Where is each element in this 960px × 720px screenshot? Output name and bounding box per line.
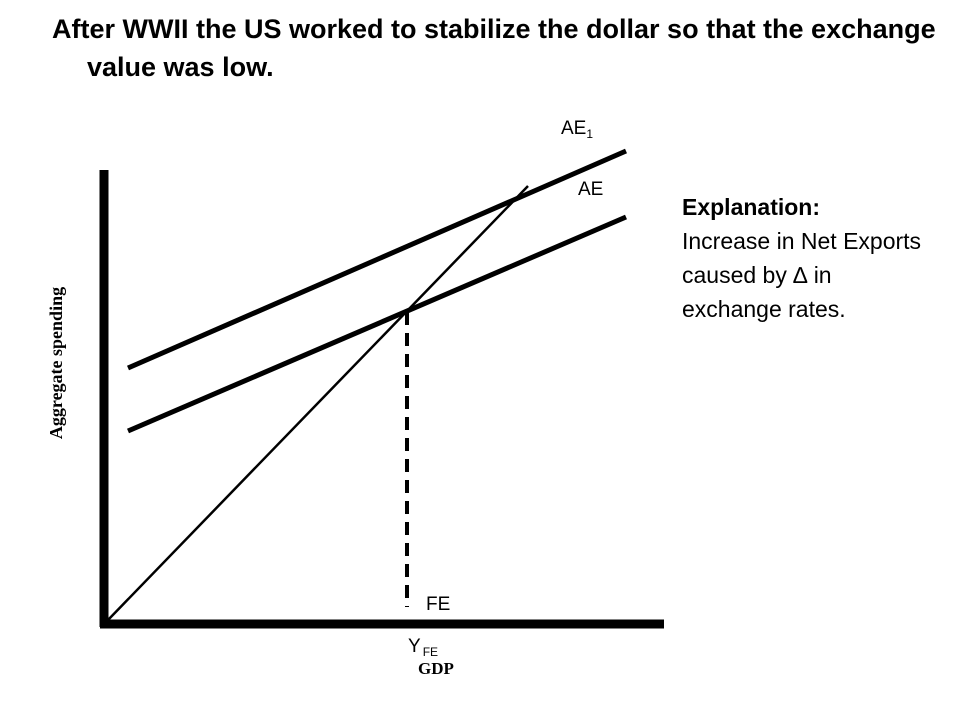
y-fe-label: Y FE <box>408 636 438 659</box>
forty-five-degree-line <box>107 185 529 621</box>
explanation-body: Increase in Net Exports caused by ∆ in e… <box>682 228 922 322</box>
y-axis-label: Aggregate spending <box>46 287 66 439</box>
explanation-box: Explanation: Increase in Net Exports cau… <box>682 190 932 326</box>
ae1-label: AE1 <box>561 118 593 141</box>
x-axis-label: GDP <box>418 659 454 678</box>
ae1-curve <box>127 148 627 371</box>
explanation-heading: Explanation: <box>682 194 821 220</box>
ae-label: AE <box>578 179 603 200</box>
ae-curve <box>127 214 627 434</box>
fe-label: FE <box>426 594 450 615</box>
slide-title: After WWII the US worked to stabilize th… <box>52 14 936 82</box>
